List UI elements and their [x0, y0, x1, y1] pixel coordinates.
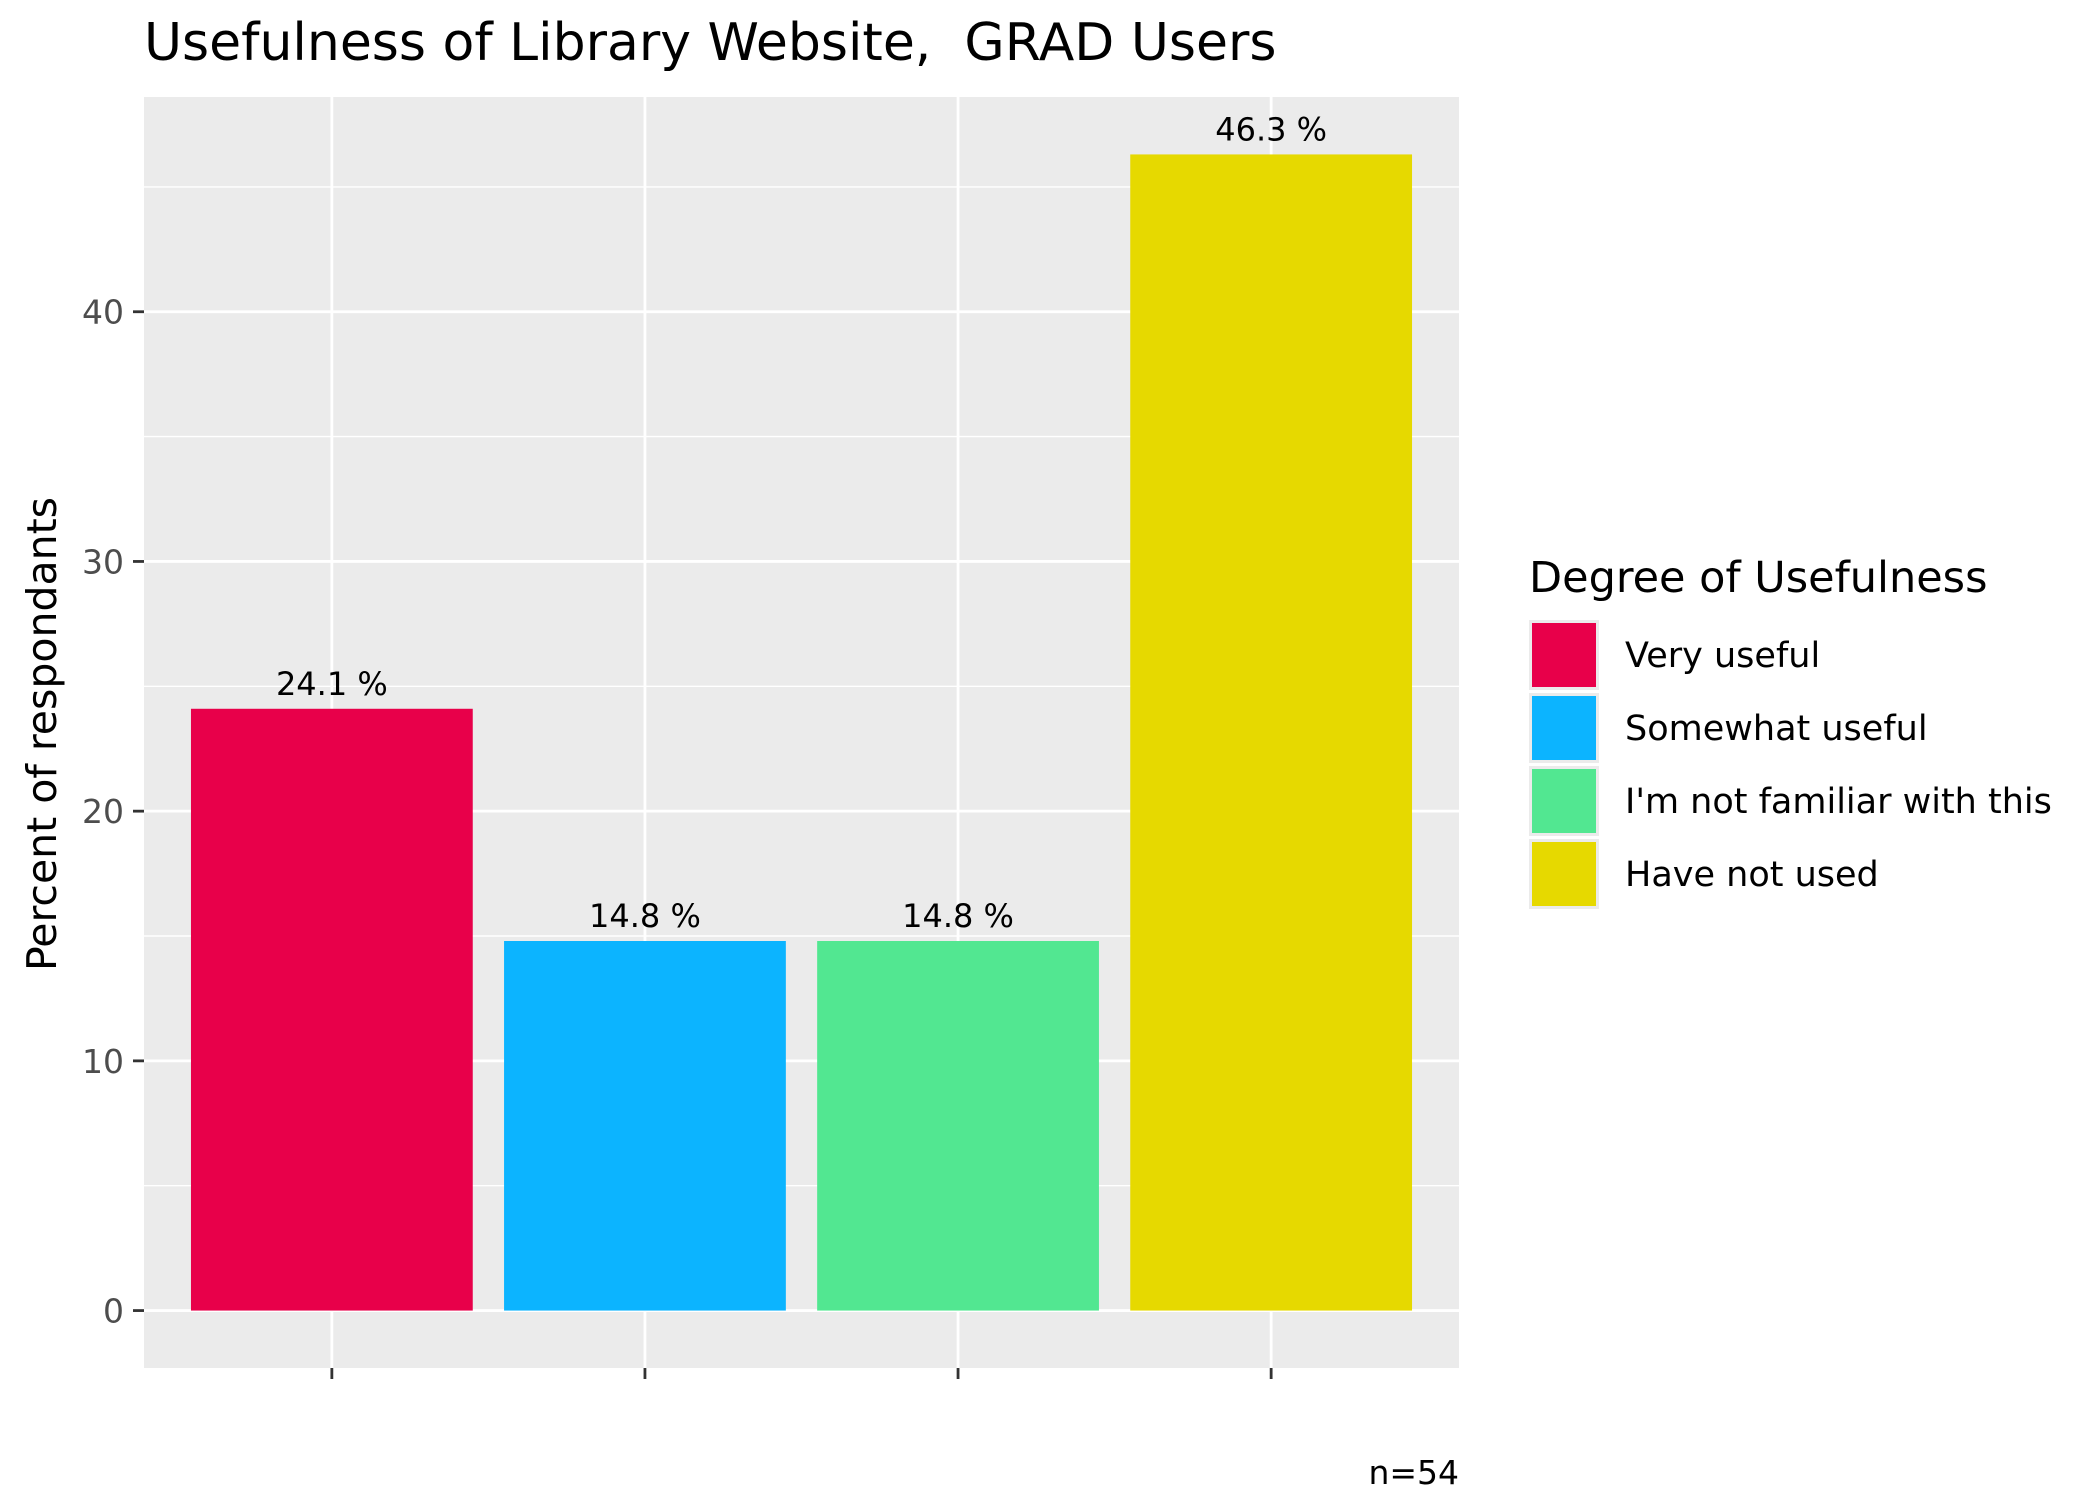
legend-title: Degree of Usefulness: [1529, 553, 1987, 603]
chart-title: Usefulness of Library Website, GRAD User…: [144, 13, 1276, 73]
bar-value-label: 14.8 %: [902, 897, 1014, 935]
bar: [817, 941, 1099, 1311]
bar: [190, 708, 473, 1311]
axes: 0 10 20 30 40: [82, 293, 1273, 1379]
y-axis-title: Percent of respondants: [18, 497, 66, 971]
legend-label: I'm not familiar with this: [1625, 782, 2052, 822]
caption: n=54: [1368, 1453, 1459, 1492]
y-tick-label: 10: [82, 1042, 124, 1081]
bar: [1130, 154, 1413, 1311]
bar-value-label: 46.3 %: [1215, 110, 1327, 148]
legend-label: Have not used: [1625, 855, 1879, 895]
y-tick-label: 20: [82, 792, 124, 831]
data-labels: 24.1 % 14.8 % 14.8 % 46.3 %: [276, 110, 1327, 935]
bars: [190, 154, 1413, 1311]
legend-swatch: [1532, 769, 1596, 833]
y-tick-label: 40: [82, 293, 124, 332]
legend: Degree of Usefulness Very useful Somewhat…: [1529, 553, 2052, 909]
legend-swatch: [1532, 623, 1596, 687]
legend-label: Somewhat useful: [1625, 709, 1928, 749]
bar-value-label: 24.1 %: [276, 665, 388, 703]
y-tick-label: 0: [103, 1292, 124, 1331]
legend-swatch: [1532, 696, 1596, 760]
legend-label: Very useful: [1625, 636, 1820, 676]
legend-swatch: [1532, 842, 1596, 906]
y-tick-label: 30: [82, 542, 124, 581]
bar-value-label: 14.8 %: [589, 897, 701, 935]
bar: [504, 941, 786, 1311]
